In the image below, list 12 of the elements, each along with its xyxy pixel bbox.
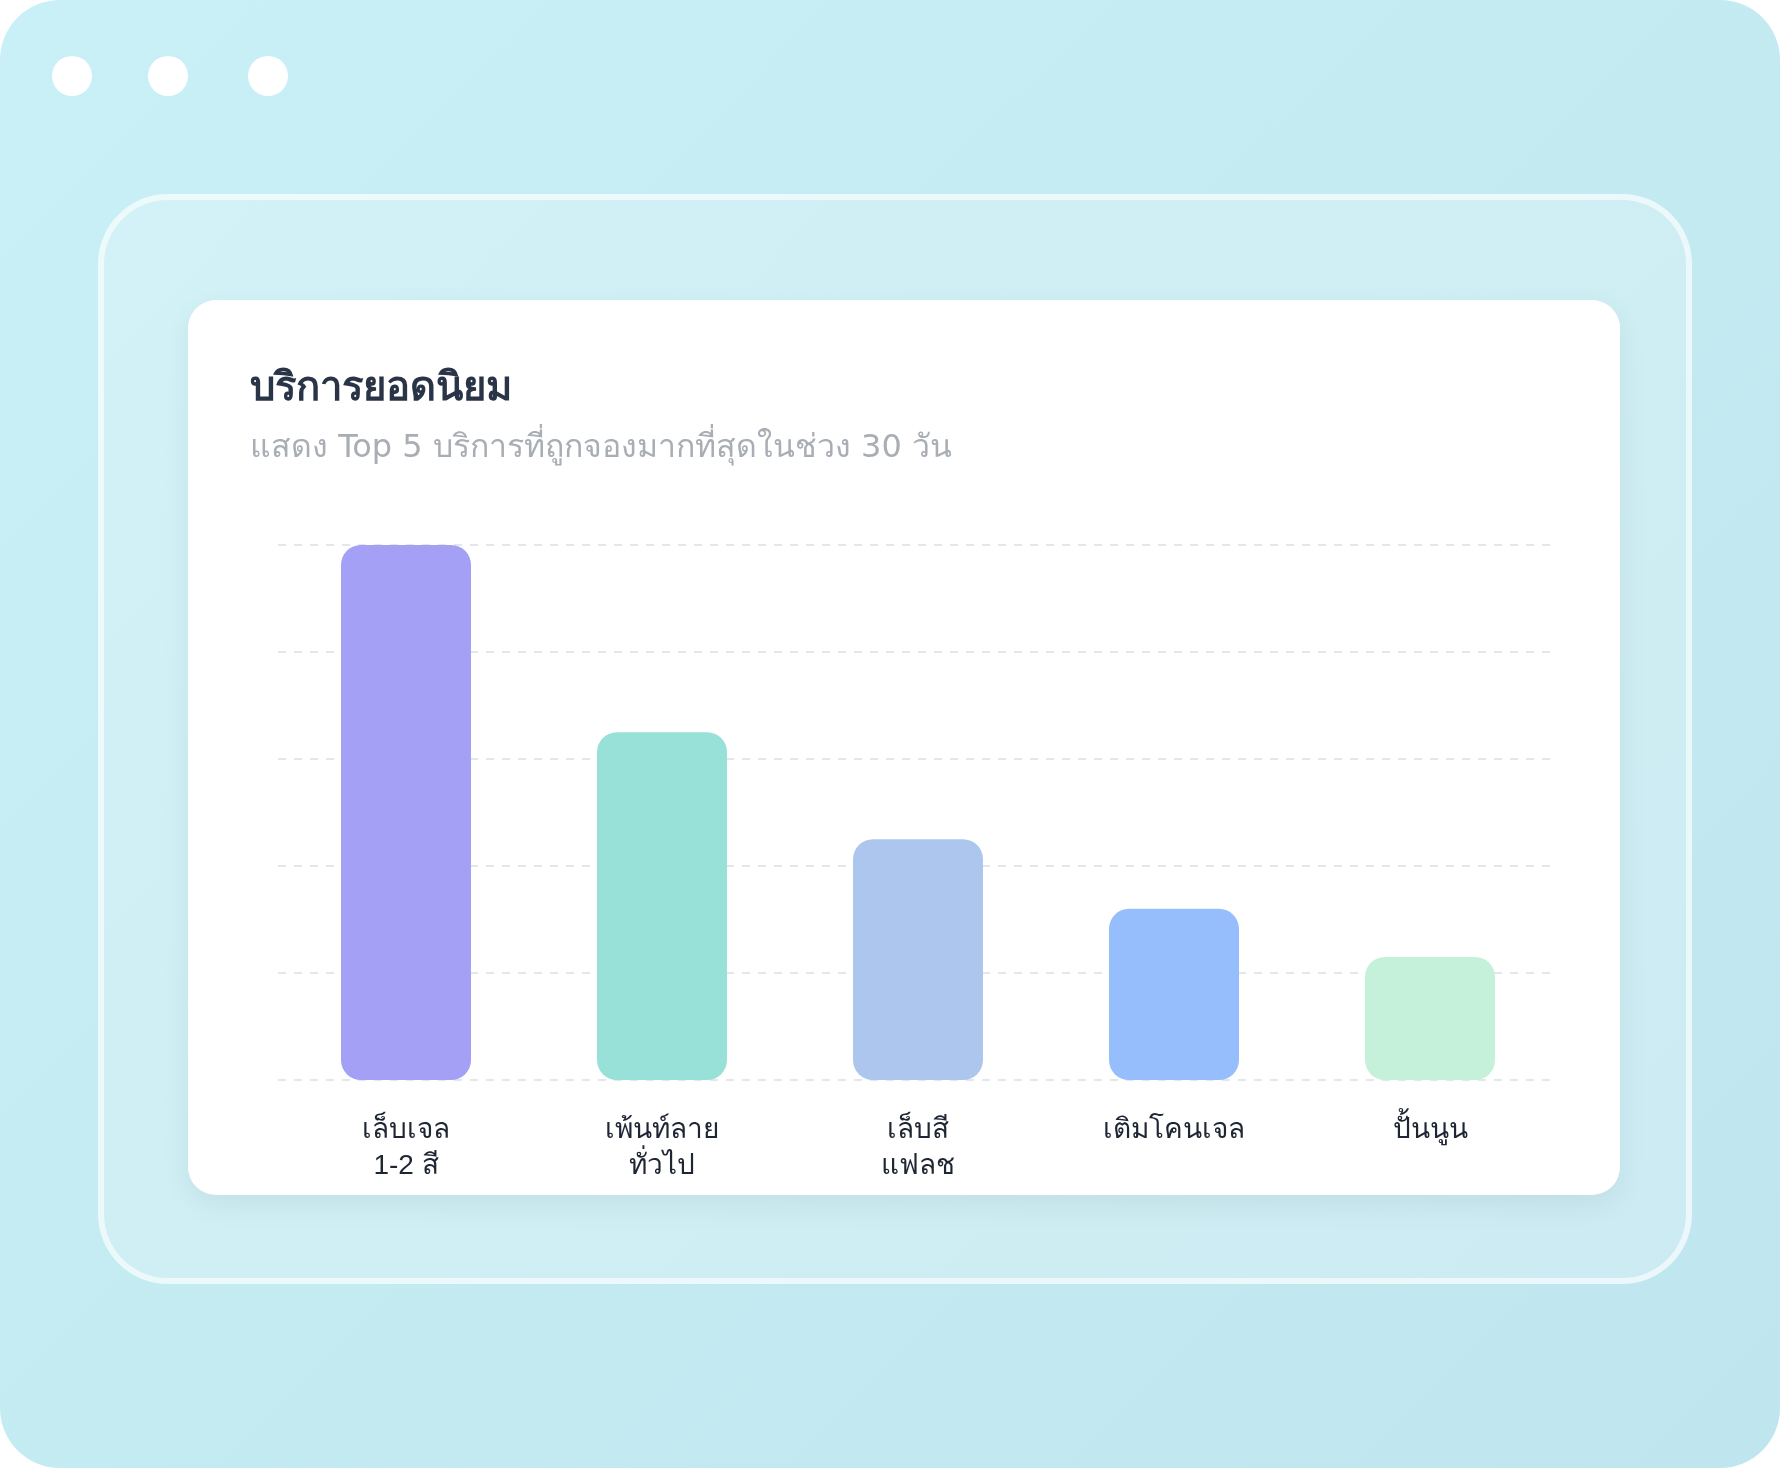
x-tick-label: เล็บเจล 1-2 สี (362, 1110, 450, 1180)
chart-title: บริการยอดนิยม (250, 362, 512, 411)
x-tick-label: เพ้นท์ลาย ทั่วไป (605, 1112, 719, 1180)
bar (597, 732, 727, 1080)
x-tick-label: เล็บสี แฟลช (881, 1110, 955, 1180)
bar (1109, 908, 1239, 1080)
chart-subtitle: แสดง Top 5 บริการที่ถูกจองมากที่สุดในช่วง 30 วัน (250, 423, 952, 468)
x-tick-label: ปั้นนูน (1392, 1107, 1468, 1146)
bar (853, 839, 983, 1080)
x-tick-label: เติมโคนเจล (1103, 1111, 1245, 1144)
bar (341, 545, 471, 1080)
bar (1365, 956, 1495, 1080)
